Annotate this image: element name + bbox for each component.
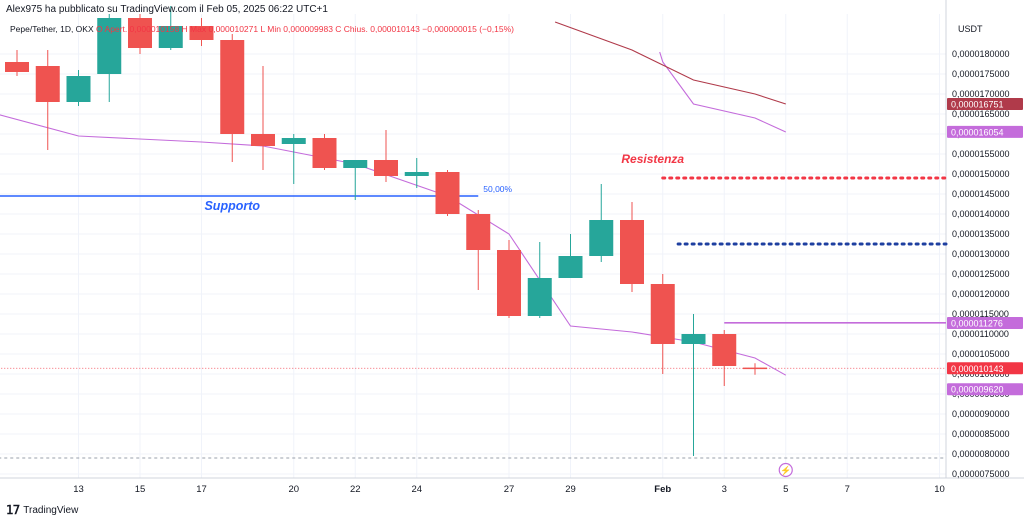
symbol-legend[interactable]: Pepe/Tether, 1D, OKX O Apert. 0,00001015… <box>10 24 514 34</box>
candle-body <box>97 18 122 74</box>
candle-body <box>466 214 491 250</box>
candle-body <box>650 284 675 344</box>
x-tick-label: 20 <box>288 484 299 495</box>
x-tick-label: 24 <box>411 484 422 495</box>
candle-body <box>281 138 306 144</box>
tradingview-logo-icon: 𝟣𝟩 <box>6 503 20 517</box>
candle-body <box>681 334 706 344</box>
y-tick-label: 0,0000135000 <box>952 229 1010 239</box>
candle-body <box>35 66 60 102</box>
candle-body <box>251 134 275 146</box>
y-tick-label: 0,0000125000 <box>952 269 1010 279</box>
symbol-name: Pepe/Tether, 1D, OKX <box>10 24 94 34</box>
lightning-icon <box>778 462 793 478</box>
y-tick-label: 0,0000120000 <box>952 289 1010 299</box>
y-tick-label: 0,0000105000 <box>952 349 1010 359</box>
footer-brand[interactable]: 𝟣𝟩 TradingView <box>6 503 78 517</box>
y-tick-label: 0,0000155000 <box>952 149 1010 159</box>
y-tick-label: 0,0000090000 <box>952 409 1010 419</box>
y-tick-label: 0,0000165000 <box>952 109 1010 119</box>
candle-body <box>558 256 583 278</box>
price-label-box <box>947 125 1023 138</box>
publisher-caption: Alex975 ha pubblicato su TradingView.com… <box>6 4 328 15</box>
price-label-text: 0,000010143 <box>951 364 1004 374</box>
candle-body <box>128 18 152 48</box>
candle-body <box>589 220 614 256</box>
x-tick-label: 29 <box>565 484 576 495</box>
price-label-box <box>947 97 1023 110</box>
x-tick-label: 7 <box>845 484 850 495</box>
ohlc-values: O Apert. 0,000010158 H Max 0,000010271 L… <box>96 24 420 34</box>
brand-name: TradingView <box>23 504 79 516</box>
x-tick-label: 17 <box>196 484 207 495</box>
x-tick-label: Feb <box>654 484 671 495</box>
x-tick-label: 13 <box>73 484 84 495</box>
y-tick-label: 0,0000145000 <box>952 189 1010 199</box>
price-label-box <box>947 362 1023 375</box>
y-tick-label: 0,0000130000 <box>952 249 1010 259</box>
candle-body <box>620 220 644 284</box>
moving-average-line <box>659 51 787 133</box>
y-tick-label: 0,0000150000 <box>952 169 1010 179</box>
y-tick-label: 0,0000170000 <box>952 89 1010 99</box>
moving-average-line <box>554 21 786 105</box>
x-tick-label: 15 <box>135 484 146 495</box>
x-tick-label: 5 <box>783 484 788 495</box>
lightning-glyph: ⚡ <box>780 465 791 477</box>
x-tick-label: 3 <box>722 484 727 495</box>
x-tick-label: 27 <box>504 484 515 495</box>
y-tick-label: 0,0000080000 <box>952 449 1010 459</box>
price-label-box <box>947 316 1023 329</box>
y-tick-label: 0,0000075000 <box>952 469 1010 479</box>
candle-body <box>158 26 183 48</box>
annotation-supporto: Supporto <box>204 199 260 213</box>
currency-label: USDT <box>958 24 983 34</box>
price-label-text: 0,000011276 <box>951 318 1003 328</box>
candle-body <box>435 172 460 214</box>
level-label: 50,00% <box>483 184 512 194</box>
candle-body <box>312 138 337 168</box>
change-value: −0,000000015 (−0,15%) <box>422 24 514 34</box>
y-tick-label: 0,0000180000 <box>952 49 1010 59</box>
annotation-resistenza: Resistenza <box>621 152 684 166</box>
candle-body <box>220 40 245 134</box>
candle-body <box>497 250 521 316</box>
y-tick-label: 0,0000175000 <box>952 69 1010 79</box>
price-label-text: 0,000016751 <box>951 99 1004 109</box>
candle-body <box>343 160 368 168</box>
y-tick-label: 0,0000115000 <box>952 309 1009 319</box>
y-tick-label: 0,0000110000 <box>952 329 1009 339</box>
x-tick-label: 22 <box>350 484 361 495</box>
price-label-box <box>947 383 1023 396</box>
y-tick-label: 0,0000140000 <box>952 209 1010 219</box>
candle-body <box>374 160 398 176</box>
candle-body <box>189 26 214 40</box>
x-tick-label: 10 <box>934 484 945 495</box>
candle-body <box>743 367 767 370</box>
candle-body <box>5 62 29 72</box>
candle-body <box>527 278 552 316</box>
price-label-text: 0,000016054 <box>951 127 1004 137</box>
y-tick-label: 0,0000085000 <box>952 429 1010 439</box>
price-label-text: 0,000009620 <box>951 385 1004 395</box>
candle-body <box>404 172 429 176</box>
candle-body <box>66 76 91 102</box>
candle-body <box>712 334 737 366</box>
